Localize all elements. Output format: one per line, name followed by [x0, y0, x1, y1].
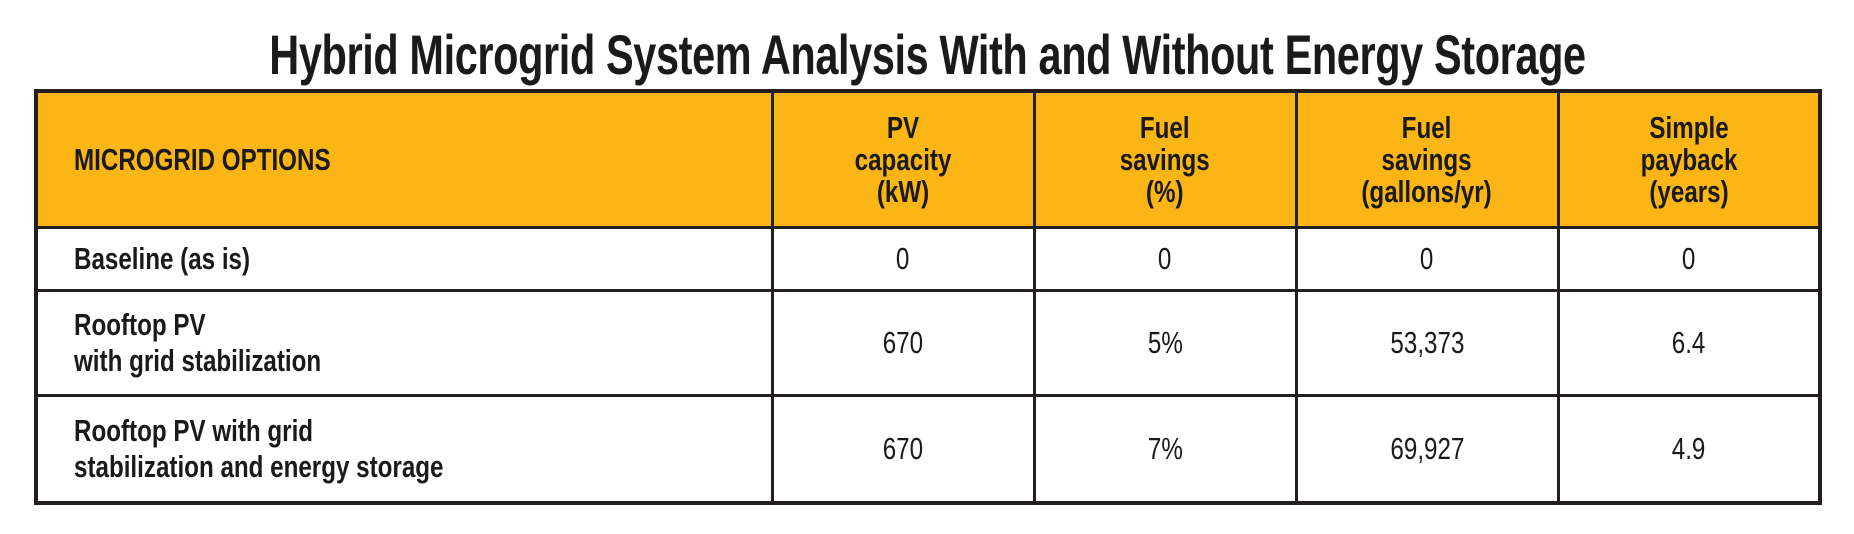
microgrid-analysis-table: MICROGRID OPTIONS PV capacity (kW) Fuel sav… — [34, 89, 1822, 505]
header-simple-payback: Simple payback (years) — [1556, 89, 1822, 229]
option-cell: Rooftop PV with grid stabilization — [34, 289, 774, 397]
page-title: Hybrid Microgrid System Analysis With an… — [0, 22, 1854, 87]
table-row: Baseline (as is) 0 0 0 0 — [34, 226, 1822, 292]
pv-capacity-cell: 670 — [770, 289, 1036, 397]
fuel-savings-gallons-cell: 53,373 — [1294, 289, 1560, 397]
option-cell: Rooftop PV with grid stabilization and en… — [34, 394, 774, 505]
fuel-savings-percent-cell: 5% — [1032, 289, 1298, 397]
header-microgrid-options: MICROGRID OPTIONS — [34, 89, 774, 229]
fuel-savings-percent-cell: 7% — [1032, 394, 1298, 505]
pv-capacity-cell: 0 — [770, 226, 1036, 292]
header-pv-capacity: PV capacity (kW) — [770, 89, 1036, 229]
payback-cell: 6.4 — [1556, 289, 1822, 397]
fuel-savings-percent-cell: 0 — [1032, 226, 1298, 292]
header-row: MICROGRID OPTIONS PV capacity (kW) Fuel sav… — [34, 89, 1822, 229]
header-fuel-savings-gallons: Fuel savings (gallons/yr) — [1294, 89, 1560, 229]
fuel-savings-gallons-cell: 69,927 — [1294, 394, 1560, 505]
payback-cell: 0 — [1556, 226, 1822, 292]
title-text: Hybrid Microgrid System Analysis With an… — [268, 23, 1586, 86]
pv-capacity-cell: 670 — [770, 394, 1036, 505]
table-row: Rooftop PV with grid stabilization and en… — [34, 394, 1822, 505]
option-cell: Baseline (as is) — [34, 226, 774, 292]
header-fuel-savings-percent: Fuel savings (%) — [1032, 89, 1298, 229]
table-row: Rooftop PV with grid stabilization 670 5%… — [34, 289, 1822, 397]
fuel-savings-gallons-cell: 0 — [1294, 226, 1560, 292]
payback-cell: 4.9 — [1556, 394, 1822, 505]
